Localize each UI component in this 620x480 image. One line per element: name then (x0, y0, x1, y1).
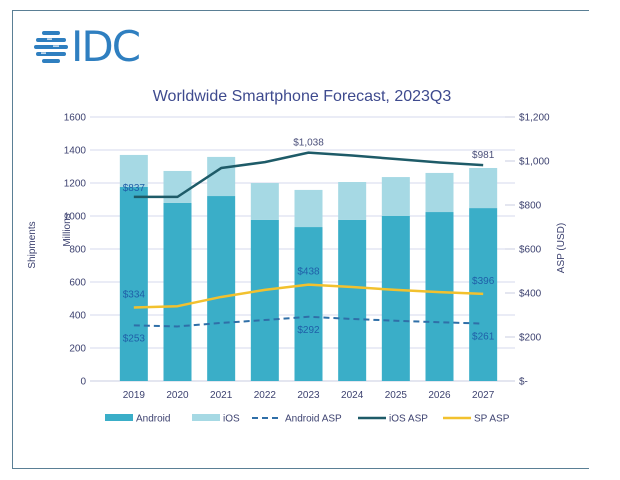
legend: Android iOS Android ASP iOS ASP SP ASP (105, 414, 510, 425)
bar-ios (425, 172, 454, 213)
x-tick-label: 2022 (254, 390, 277, 401)
legend-label: Android ASP (285, 414, 342, 425)
chart-frame (12, 10, 589, 469)
y2-tick-label: $1,200 (519, 113, 550, 124)
x-axis-ticks: 2019 2020 2021 2022 2023 2024 2025 2026 2027 (123, 390, 495, 401)
y-tick-label: 1400 (64, 146, 87, 157)
y2-tick-label: $600 (519, 245, 542, 256)
bar-android (381, 216, 410, 381)
y-tick-label: 400 (69, 311, 86, 322)
bar-android (119, 186, 148, 381)
data-label-android-asp: $292 (297, 325, 320, 336)
idc-logo: IDC (33, 22, 141, 71)
y2-tick-label: $1,000 (519, 157, 550, 168)
bar-ios (250, 183, 279, 220)
bar-ios (294, 189, 323, 228)
legend-item-ios-asp: iOS ASP (358, 414, 428, 425)
y2-tick-label: $- (519, 377, 528, 388)
left-axis-ticks: 0 200 400 600 800 1000 1200 1400 1600 (64, 113, 87, 388)
bar-android (294, 227, 323, 381)
legend-item-android-asp: Android ASP (252, 414, 342, 425)
y2-tick-label: $200 (519, 333, 542, 344)
line-ios-asp (133, 151, 484, 199)
y-axis-title-shipments: Shipments (27, 221, 38, 268)
line-android-asp (133, 315, 484, 328)
chart-title: Worldwide Smartphone Forecast, 2023Q3 (153, 88, 452, 105)
bar-ios (338, 182, 367, 220)
legend-swatch (105, 414, 133, 421)
data-label-sp-asp: $396 (472, 276, 495, 287)
data-label-sp-asp: $438 (297, 267, 320, 278)
data-label-sp-asp: $334 (123, 290, 146, 301)
x-tick-label: 2026 (428, 390, 451, 401)
asp-lines (133, 151, 484, 328)
legend-label: SP ASP (474, 414, 510, 425)
data-label-ios-asp: $837 (123, 183, 146, 194)
y-tick-label: 200 (69, 344, 86, 355)
legend-label: iOS (223, 414, 240, 425)
bar-ios (381, 177, 410, 216)
data-label-android-asp: $261 (472, 332, 495, 343)
y-tick-label: 0 (80, 377, 86, 388)
y2-axis-title: ASP (USD) (556, 223, 567, 273)
bar-android (425, 212, 454, 381)
bars (119, 154, 498, 381)
y-tick-label: 600 (69, 278, 86, 289)
y-tick-label: 1200 (64, 179, 87, 190)
x-tick-label: 2027 (472, 390, 495, 401)
y-tick-label: 1000 (64, 212, 87, 223)
y2-tick-label: $800 (519, 201, 542, 212)
x-tick-label: 2019 (123, 390, 146, 401)
data-labels: $837 $1,038 $981 $334 $438 $396 $253 $292 $261 (123, 138, 495, 345)
bar-ios (119, 154, 148, 187)
data-label-ios-asp: $1,038 (293, 138, 324, 149)
x-tick-label: 2024 (341, 390, 364, 401)
data-label-ios-asp: $981 (472, 150, 495, 161)
bar-android (338, 219, 367, 381)
bar-ios (469, 167, 498, 209)
legend-item-android: Android (105, 414, 170, 425)
globe-icon (34, 31, 68, 63)
bar-android (250, 219, 279, 381)
y-tick-label: 800 (69, 245, 86, 256)
x-tick-label: 2023 (297, 390, 320, 401)
x-tick-label: 2021 (210, 390, 233, 401)
bar-android (207, 196, 236, 381)
logo-text: IDC (71, 22, 141, 71)
data-label-android-asp: $253 (123, 333, 146, 344)
bar-ios (207, 156, 236, 197)
legend-item-sp-asp: SP ASP (443, 414, 510, 425)
bar-ios (163, 170, 192, 203)
y2-tick-label: $400 (519, 289, 542, 300)
legend-swatch (192, 414, 220, 421)
line-sp-asp (133, 283, 484, 309)
legend-label: Android (136, 414, 170, 425)
legend-label: iOS ASP (389, 414, 428, 425)
y-axis-title-millions: Millions (62, 213, 73, 246)
x-tick-label: 2020 (166, 390, 189, 401)
legend-item-ios: iOS (192, 414, 240, 425)
y-tick-label: 1600 (64, 113, 87, 124)
x-tick-label: 2025 (385, 390, 408, 401)
right-axis-ticks: $- $200 $400 $600 $800 $1,000 $1,200 (519, 113, 550, 388)
bar-android (163, 202, 192, 381)
